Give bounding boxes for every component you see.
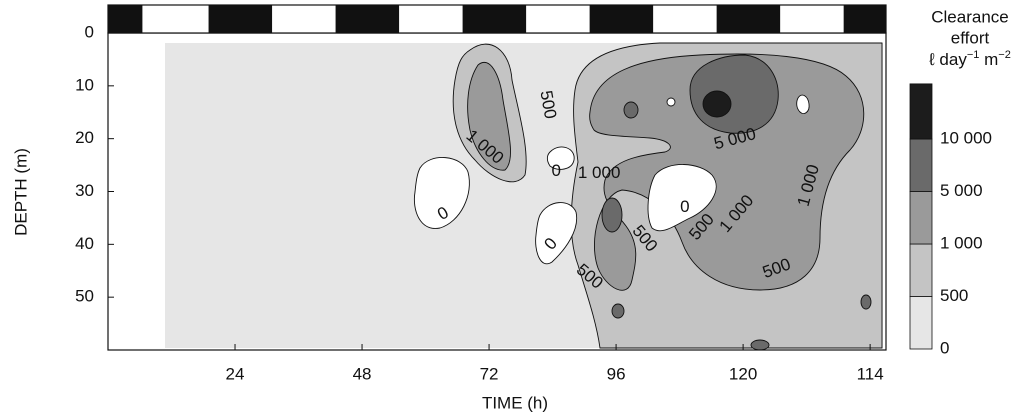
contour-regions	[413, 42, 883, 351]
zero-region	[666, 97, 676, 107]
unit-part: −1	[967, 49, 980, 61]
y-tick-label: 40	[75, 234, 94, 253]
colorbar-box	[909, 296, 933, 350]
x-tick-label: 114	[857, 364, 884, 383]
colorbar-label: 0	[940, 338, 949, 357]
contour-region	[601, 197, 623, 233]
contour-region	[467, 62, 511, 171]
legend-title: effort	[951, 28, 990, 47]
zero-region	[796, 94, 810, 115]
dark-period	[462, 5, 527, 33]
zero-region	[647, 164, 717, 232]
dark-period	[589, 5, 654, 33]
y-tick-label: 30	[75, 181, 94, 200]
zero-region	[413, 157, 470, 229]
contour-region	[611, 303, 625, 319]
contour-label: 0	[680, 197, 689, 216]
y-tick-label: 20	[75, 128, 94, 147]
colorbar-box	[909, 83, 933, 140]
contour-region	[702, 90, 732, 118]
dark-period	[335, 5, 400, 33]
zero-region	[546, 146, 575, 170]
colorbar-label: 500	[940, 286, 968, 305]
dark-period	[843, 5, 886, 33]
contour-region	[689, 54, 779, 134]
dark-period	[108, 5, 143, 33]
contour-region	[750, 339, 770, 351]
contour-label: 1 000	[578, 163, 621, 182]
unit-part: ℓ day	[928, 50, 967, 69]
contour-region	[589, 53, 865, 291]
unit-part: m	[979, 50, 998, 69]
x-tick-label: 72	[480, 364, 499, 383]
x-axis-label: TIME (h)	[482, 393, 548, 412]
colorbar-box	[909, 191, 933, 245]
unit-part: −2	[998, 49, 1011, 61]
contour-region	[623, 101, 639, 119]
contour-label: 0	[552, 161, 561, 180]
y-tick-label: 10	[75, 75, 94, 94]
x-tick-label: 24	[226, 364, 245, 383]
x-tick-label: 120	[729, 364, 757, 383]
dark-period	[208, 5, 273, 33]
colorbar-label: 5 000	[940, 181, 983, 200]
contour-label: 500	[536, 89, 560, 120]
y-tick-label: 50	[75, 287, 94, 306]
contour-region	[860, 294, 872, 310]
colorbar-box	[909, 138, 933, 192]
dark-period	[716, 5, 781, 33]
y-axis-label: DEPTH (m)	[11, 148, 30, 236]
x-tick-label: 96	[607, 364, 626, 383]
colorbar-label: 1 000	[940, 233, 983, 252]
zero-region	[535, 202, 578, 265]
colorbar-box	[909, 243, 933, 297]
x-tick-label: 48	[353, 364, 372, 383]
legend-unit: ℓ day−1 m−2	[928, 49, 1011, 70]
legend-title: Clearance	[931, 7, 1009, 26]
colorbar-label: 10 000	[940, 128, 992, 147]
y-tick-label: 0	[85, 22, 94, 41]
